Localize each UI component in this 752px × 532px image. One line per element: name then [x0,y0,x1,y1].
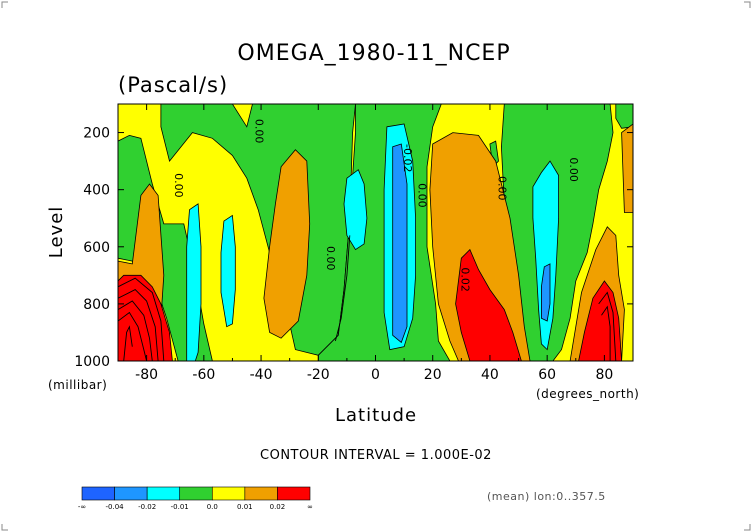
contour-line [598,291,617,361]
contour-line [118,300,153,361]
contour-value-label: 0.00 [567,157,580,182]
colorbar-label: 0.01 [237,503,253,511]
contour-line [118,277,165,361]
x-tick-label: -80 [135,367,158,383]
x-tick-label: 80 [595,367,613,383]
contour-line [334,235,351,342]
chart-title: OMEGA_1980-11_NCEP [237,41,510,66]
y-tick-label: 400 [83,183,110,199]
contour-line [118,311,148,361]
contour-labels: 0.000.000.00-0.020.000.020.000.00 [172,119,580,292]
contour-value-label: 0.02 [458,267,471,292]
contour-region-cyan [343,169,368,251]
contour-lines [118,235,617,361]
x-axis-ticks: -80 -60 -40 -20 0 20 40 60 80 [117,104,634,383]
contour-region-blue [392,143,408,344]
contour-region-cyan [220,214,236,328]
colorbar-bin [114,486,148,501]
colorbar-label: 0.02 [270,503,286,511]
y-tick-label: 200 [83,126,110,142]
colorbar-bin [277,486,311,501]
contour-value-label: -0.02 [401,144,414,172]
contour-region-orange [263,149,311,339]
contour-line [118,289,159,361]
x-tick-label: -40 [250,367,273,383]
colorbar-label: -0.01 [171,503,189,511]
x-tick-label: 0 [371,367,380,383]
y-tick-label: 600 [83,240,110,256]
x-tick-label: 20 [424,367,442,383]
chart-units: (Pascal/s) [118,73,228,97]
contour-region-orange [621,123,633,213]
colorbar-label: -∞ [78,503,86,511]
contour-region-red [578,280,623,361]
contour-region-blue [541,263,551,322]
y-axis-label: Level [46,206,67,259]
x-axis-units: (degrees_north) [536,387,639,401]
colorbar-end-label: ∞ [307,503,313,511]
x-tick-label: 60 [538,367,556,383]
colorbar-bin [146,486,181,501]
colorbar-bin [244,486,278,501]
x-tick-label: -60 [192,367,215,383]
colorbar: -∞ -0.04 -0.02 -0.01 0.0 0.01 0.02 ∞ [78,486,313,511]
colorbar-label: -0.04 [106,503,125,511]
contour-interval-note: CONTOUR INTERVAL = 1.000E-02 [260,448,492,463]
contour-region-cyan [532,160,559,351]
contour-value-label: 0.00 [172,173,185,198]
y-axis-ticks: 200 400 600 800 1000 [74,126,633,370]
x-tick-label: -20 [307,367,330,383]
y-axis-units: (millibar) [48,378,107,392]
contour-fills [118,104,633,361]
colorbar-bin [211,486,246,501]
contour-region-cyan [186,203,202,361]
x-axis-label: Latitude [335,405,417,426]
contour-value-label: 0.00 [496,176,509,201]
colorbar-label: 0.0 [207,503,218,511]
contour-region-green [615,104,633,129]
colorbar-bin [179,486,213,501]
contour-line [123,325,133,361]
contour-region-red [455,248,522,361]
contour-value-label: 0.00 [252,119,265,144]
contour-region-orange [429,132,531,361]
x-tick-label: 40 [481,367,499,383]
y-tick-label: 1000 [74,354,110,370]
colorbar-bin [81,486,115,501]
mean-longitude-note: (mean) lon:0..357.5 [487,490,606,503]
contour-line [601,305,611,361]
colorbar-label: -0.02 [138,503,156,511]
contour-value-label: 0.00 [415,183,428,208]
y-tick-label: 800 [83,297,110,313]
contour-value-label: 0.00 [324,246,337,271]
